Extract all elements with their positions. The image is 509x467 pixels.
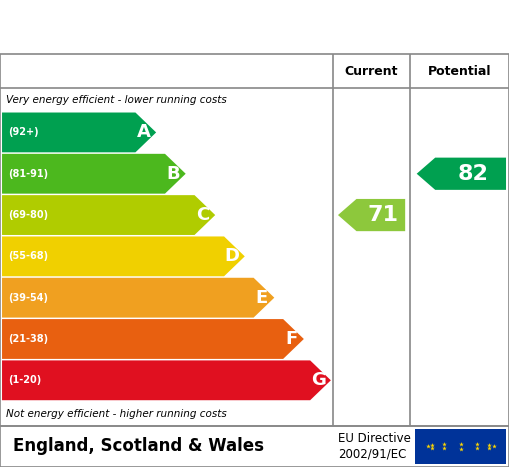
Text: 82: 82 (458, 164, 489, 184)
Text: EU Directive
2002/91/EC: EU Directive 2002/91/EC (338, 432, 411, 460)
Polygon shape (2, 113, 156, 152)
Text: (81-91): (81-91) (8, 169, 48, 179)
Polygon shape (417, 158, 506, 190)
Text: (1-20): (1-20) (8, 375, 41, 385)
Text: Potential: Potential (428, 64, 491, 78)
Polygon shape (2, 154, 186, 194)
Bar (415, 429, 506, 464)
Text: E: E (256, 289, 268, 307)
Polygon shape (2, 319, 304, 359)
Text: (92+): (92+) (8, 127, 39, 137)
Polygon shape (2, 195, 215, 235)
Text: England, Scotland & Wales: England, Scotland & Wales (13, 438, 264, 455)
Text: B: B (166, 165, 180, 183)
Polygon shape (2, 236, 245, 276)
Text: Current: Current (345, 64, 399, 78)
Polygon shape (2, 361, 331, 400)
Text: Not energy efficient - higher running costs: Not energy efficient - higher running co… (6, 409, 227, 419)
Text: C: C (196, 206, 209, 224)
Text: (21-38): (21-38) (8, 334, 48, 344)
Text: (69-80): (69-80) (8, 210, 48, 220)
Text: (39-54): (39-54) (8, 293, 48, 303)
Polygon shape (2, 278, 274, 318)
Text: 71: 71 (368, 205, 399, 225)
Text: D: D (224, 248, 240, 265)
Text: (55-68): (55-68) (8, 251, 48, 262)
Text: A: A (136, 123, 150, 142)
Text: Very energy efficient - lower running costs: Very energy efficient - lower running co… (6, 95, 227, 106)
Text: Energy Efficiency Rating: Energy Efficiency Rating (15, 15, 341, 39)
Text: F: F (285, 330, 297, 348)
Text: G: G (310, 371, 326, 389)
Polygon shape (338, 199, 405, 231)
